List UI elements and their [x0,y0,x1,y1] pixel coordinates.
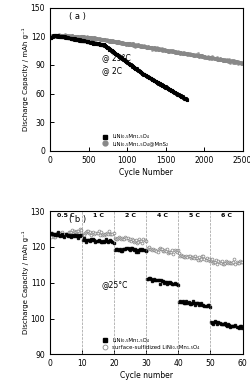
Text: @ 2C: @ 2C [102,66,122,75]
Legend: LiNi₀.₅Mn₁.₅O₄, LiNi₀.₅Mn₁.₅O₄@MnS₂: LiNi₀.₅Mn₁.₅O₄, LiNi₀.₅Mn₁.₅O₄@MnS₂ [99,134,169,147]
Text: ( a ): ( a ) [69,12,86,21]
Text: ( b ): ( b ) [69,215,86,224]
Text: 2 C: 2 C [125,213,136,218]
Text: @ 25°C: @ 25°C [102,53,131,62]
Text: 0.5 C: 0.5 C [57,213,75,218]
Y-axis label: Discharge Capacity / mAh g⁻¹: Discharge Capacity / mAh g⁻¹ [22,231,29,335]
X-axis label: Cycle Number: Cycle Number [119,168,173,176]
Text: 1 C: 1 C [92,213,104,218]
X-axis label: Cycle number: Cycle number [120,371,173,380]
Text: 5 C: 5 C [189,213,200,218]
Legend: LiNi₀.₅Mn₁.₅O₄, surface-sulfidized LiNi₀.₅Mn₁.₅O₄: LiNi₀.₅Mn₁.₅O₄, surface-sulfidized LiNi₀… [99,337,200,350]
Y-axis label: Discharge Capacity / mAh g⁻¹: Discharge Capacity / mAh g⁻¹ [22,27,29,131]
Text: 4 C: 4 C [157,213,168,218]
Text: 6 C: 6 C [221,213,232,218]
Text: @25°C: @25°C [102,280,128,289]
